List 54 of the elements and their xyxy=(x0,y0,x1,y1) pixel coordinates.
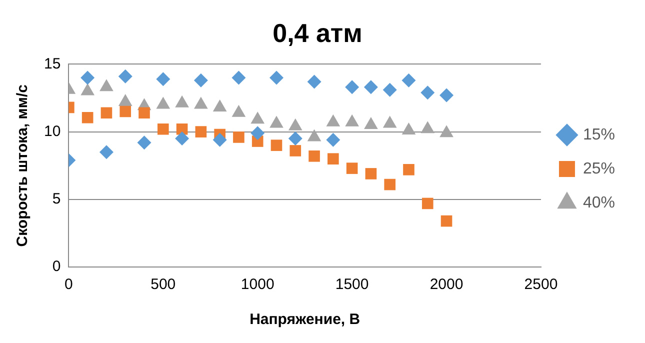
y-tick-label: 0 xyxy=(52,258,61,276)
x-tick-label: 2000 xyxy=(430,276,464,294)
point xyxy=(195,126,207,138)
point xyxy=(403,164,414,176)
point xyxy=(137,136,152,150)
point xyxy=(326,132,340,147)
x-tick-label: 2500 xyxy=(524,276,558,294)
y-axis-title: Скорость штока, мм/с xyxy=(14,84,32,247)
point xyxy=(365,168,377,180)
y-tick-label: 10 xyxy=(44,122,61,140)
point xyxy=(420,86,435,100)
point xyxy=(364,80,378,94)
point xyxy=(345,80,360,94)
point xyxy=(157,123,169,135)
point xyxy=(82,112,94,124)
point xyxy=(156,72,170,86)
point xyxy=(118,69,132,84)
point xyxy=(176,123,188,135)
point xyxy=(138,107,150,119)
point xyxy=(346,162,358,174)
y-tick-label: 5 xyxy=(52,190,61,208)
point xyxy=(440,88,454,102)
point xyxy=(232,70,246,85)
point xyxy=(288,132,302,146)
x-tick-label: 1500 xyxy=(335,276,369,294)
point xyxy=(382,82,397,97)
point xyxy=(440,215,452,227)
point xyxy=(422,198,434,210)
point xyxy=(384,178,396,190)
point xyxy=(175,132,190,146)
y-tick-label: 15 xyxy=(44,55,61,72)
point xyxy=(212,132,227,147)
point xyxy=(328,153,339,164)
point xyxy=(250,126,265,140)
point xyxy=(80,70,95,85)
point xyxy=(233,132,244,143)
point xyxy=(308,150,320,162)
x-tick-label: 500 xyxy=(150,276,176,294)
legend-label: 40% xyxy=(582,194,616,212)
x-tick-label: 0 xyxy=(64,276,73,294)
point xyxy=(307,74,322,89)
legend-label: 15% xyxy=(582,126,616,144)
x-axis-title: Напряжение, В xyxy=(250,311,360,328)
point xyxy=(120,106,132,118)
chart-title: 0,4 атм xyxy=(272,18,362,48)
point xyxy=(100,107,112,119)
point xyxy=(194,73,208,88)
point xyxy=(402,73,416,88)
legend-label: 25% xyxy=(582,160,616,178)
point xyxy=(270,140,282,151)
point xyxy=(290,145,302,156)
x-tick-label: 1000 xyxy=(240,276,274,294)
point xyxy=(99,145,114,160)
point xyxy=(269,70,284,85)
